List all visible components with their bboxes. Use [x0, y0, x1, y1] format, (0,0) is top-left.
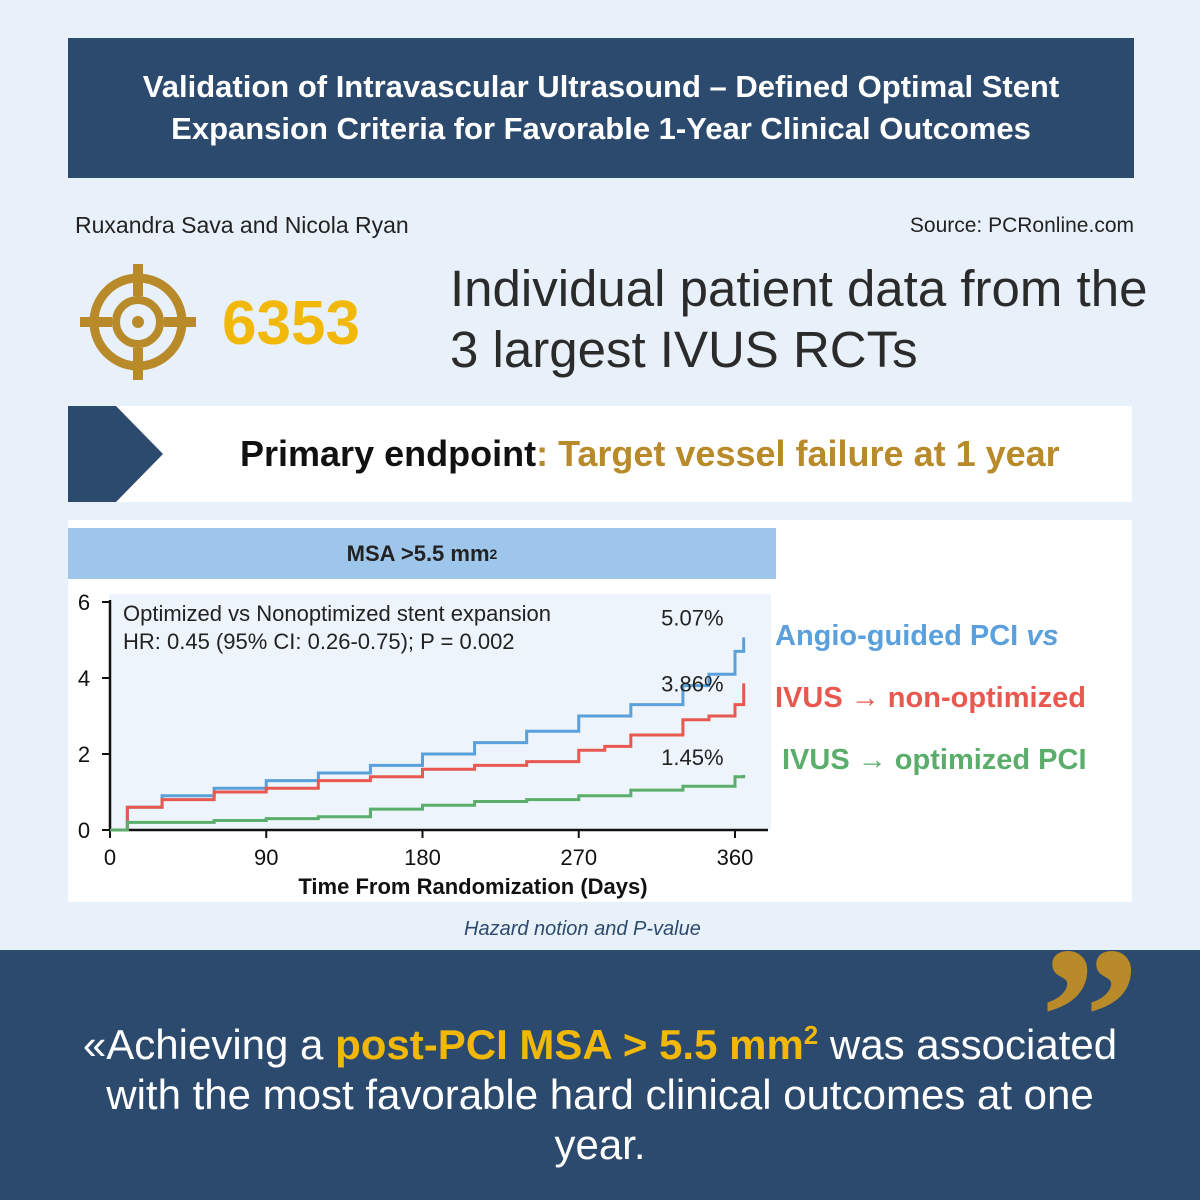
- page-title: Validation of Intravascular Ultrasound –…: [142, 69, 1060, 146]
- legend-nonoptimized: IVUS → non-optimized: [775, 682, 1086, 714]
- y-tick-label: 2: [78, 742, 90, 767]
- quote-highlight-text: post-PCI MSA > 5.5 mm: [335, 1021, 804, 1068]
- quote-box: [0, 950, 1200, 1200]
- legend-angio: Angio-guided PCI vs: [775, 620, 1059, 653]
- legend-angio-vs: vs: [1026, 620, 1059, 652]
- x-tick-label: 360: [717, 845, 754, 870]
- chart-caption: Hazard notion and P-value: [464, 918, 701, 940]
- series-end-label: 5.07%: [661, 605, 723, 630]
- quote-mark-icon: ”: [1040, 907, 1140, 1128]
- x-axis-label: Time From Randomization (Days): [298, 874, 647, 899]
- endpoint-separator: :: [536, 433, 559, 474]
- chart-annotation-line2: HR: 0.45 (95% CI: 0.26-0.75); P = 0.002: [123, 629, 515, 654]
- quote-highlight: post-PCI MSA > 5.5 mm2: [335, 1020, 819, 1068]
- source-credit: Source: PCRonline.com: [909, 214, 1134, 237]
- endpoint-bar: Primary endpoint: Target vessel failure …: [68, 406, 1132, 502]
- authors: Ruxandra Sava and Nicola Ryan: [75, 212, 409, 238]
- y-tick-label: 4: [78, 666, 90, 691]
- legend-angio-label: Angio-guided PCI: [775, 620, 1027, 652]
- patient-count: 6353: [222, 289, 360, 358]
- title-banner: Validation of Intravascular Ultrasound –…: [68, 38, 1134, 178]
- series-line-2: [110, 774, 746, 832]
- dataset-description: Individual patient data from the 3 large…: [450, 260, 1148, 378]
- legend-optimized: IVUS → optimized PCI: [782, 744, 1087, 776]
- chevron-right-icon: [68, 406, 163, 502]
- chart-annotation-line1: Optimized vs Nonoptimized stent expansio…: [123, 601, 551, 626]
- quote-open: «Achieving a: [82, 1021, 336, 1068]
- x-tick-label: 180: [404, 845, 441, 870]
- x-tick-label: 90: [254, 845, 278, 870]
- endpoint-text: Primary endpoint: Target vessel failure …: [240, 433, 1060, 475]
- endpoint-value: Target vessel failure at 1 year: [558, 433, 1060, 474]
- chart-header-sup: 2: [489, 545, 498, 562]
- y-tick-label: 0: [78, 818, 90, 843]
- quote-rest: was associated with the most favorable h…: [106, 1021, 1118, 1168]
- km-chart: 0 90 180 270 360 0 2 4 6 5.07% 3.86% 1.45% Optimiz…: [78, 590, 771, 899]
- x-tick-label: 0: [104, 845, 116, 870]
- endpoint-label: Primary endpoint: [240, 433, 537, 474]
- series-end-label: 1.45%: [661, 745, 723, 770]
- quote-text: «Achieving a post-PCI MSA > 5.5 mm2 was …: [60, 1010, 1140, 1170]
- target-icon: [80, 264, 196, 380]
- quote-highlight-sup: 2: [803, 1020, 819, 1050]
- x-tick-label: 270: [560, 845, 597, 870]
- y-tick-label: 6: [78, 590, 90, 615]
- chart-header-text: MSA >5.5 mm: [346, 540, 490, 566]
- chart-header: MSA >5.5 mm 2: [68, 528, 776, 579]
- series-line-1: [110, 683, 746, 832]
- series-end-label: 3.86%: [661, 671, 723, 696]
